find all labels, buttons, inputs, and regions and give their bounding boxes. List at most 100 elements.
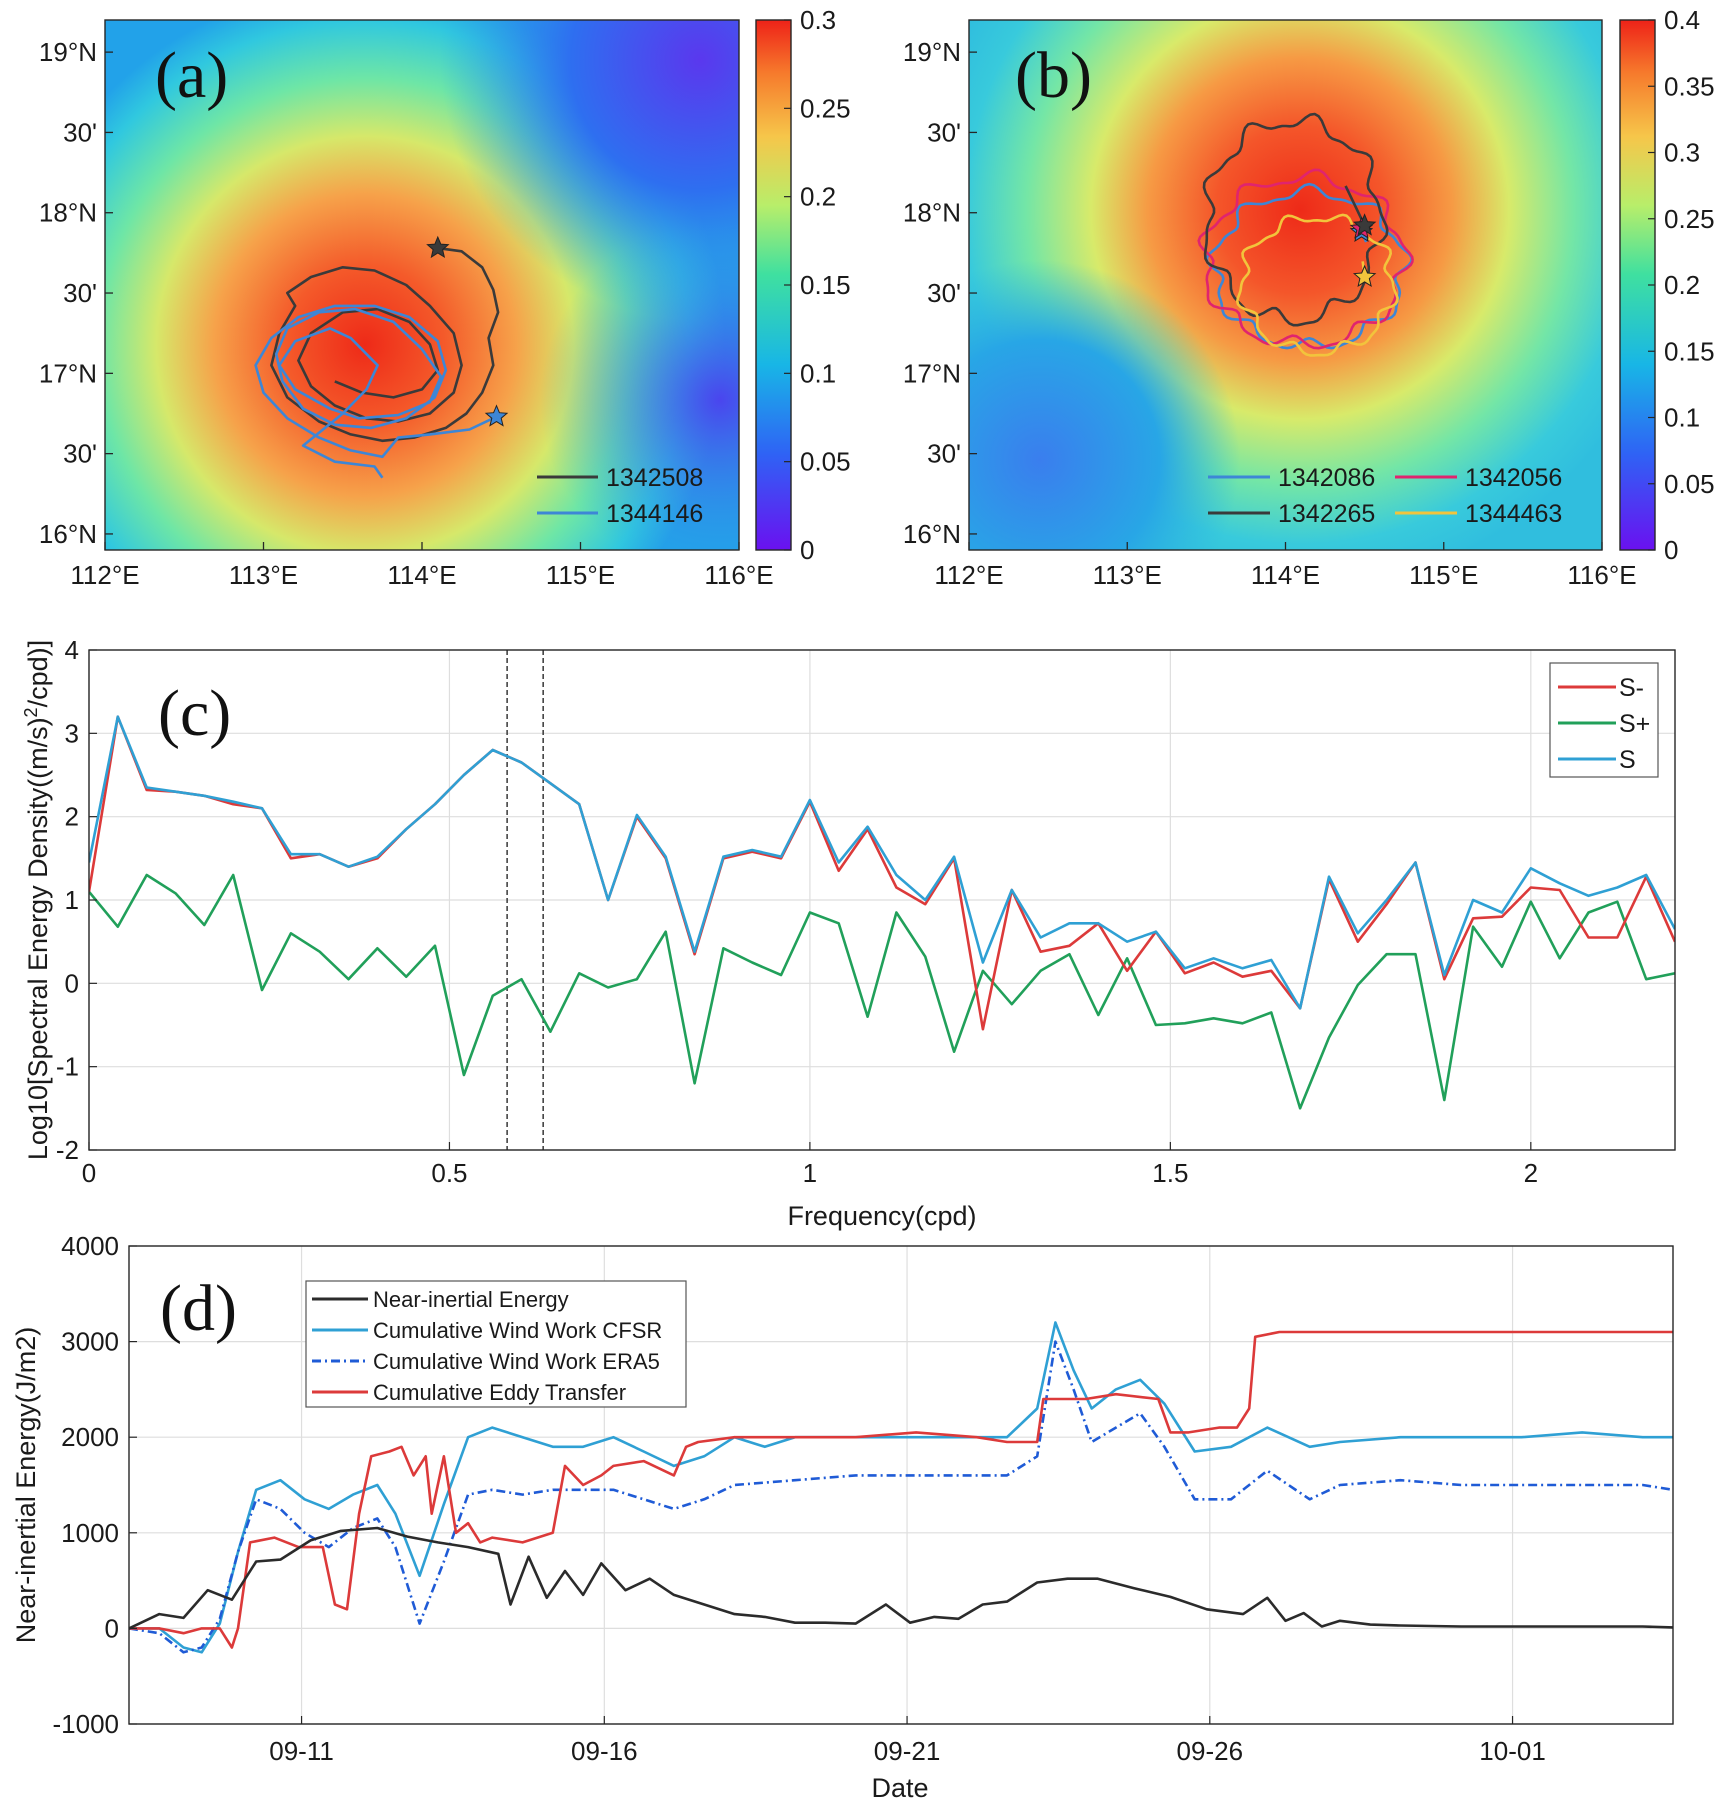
x-tick-label: 115°E (1409, 560, 1478, 590)
y-tick-label: 30' (927, 439, 961, 469)
panel-b-label: (b) (1015, 39, 1092, 112)
y-tick-label: 3000 (61, 1327, 119, 1357)
legend-a: 1342508 1344146 (537, 464, 703, 528)
legend-label: Cumulative Wind Work CFSR (373, 1318, 662, 1343)
y-tick-label: 30' (63, 278, 97, 308)
colorbar-tick-label: 0.15 (1664, 336, 1715, 366)
legend-label: Near-inertial Energy (373, 1287, 569, 1312)
c-xlabel: Frequency(cpd) (787, 1201, 976, 1231)
y-tick-label: -1000 (53, 1709, 120, 1739)
y-tick-label: 1000 (61, 1518, 119, 1548)
d-xlabel: Date (871, 1773, 928, 1802)
legend-c: S- S+ S (1549, 662, 1659, 778)
y-tick-label: 16°N (39, 519, 97, 549)
series-line (129, 1340, 1673, 1654)
x-tick-label: 112°E (70, 560, 139, 590)
colorbar-tick-label: 0.1 (800, 358, 836, 388)
colorbar-tick-label: 0.3 (1664, 138, 1700, 168)
legend-d: Near-inertial Energy Cumulative Wind Work… (305, 1280, 687, 1408)
legend-label: 1342086 (1278, 464, 1375, 492)
series-line-S+ (89, 873, 1675, 1110)
x-tick-label: 09-11 (269, 1736, 334, 1766)
y-tick-label: 0 (65, 968, 79, 998)
panel-a: 112°E 113°E 114°E 115°E 116°E 16°N 30' 17°N 30' 1… (39, 5, 851, 590)
drifter-track-1342508 (270, 246, 500, 443)
colorbar-tick-label: 0 (800, 535, 814, 565)
colorbar-tick-label: 0.35 (1664, 71, 1715, 101)
y-tick-label: 17°N (903, 358, 961, 388)
drifter-track-1344146 (254, 304, 498, 479)
panel-d: 09-11 09-16 09-21 09-26 10-01 -1000 0 1000 2000 3… (11, 1231, 1674, 1802)
y-tick-label: -1 (56, 1052, 79, 1082)
y-tick-label: 19°N (39, 37, 97, 67)
x-tick-label: 115°E (546, 560, 615, 590)
x-tick-label: 2 (1524, 1158, 1538, 1188)
colorbar-tick-label: 0.2 (800, 182, 836, 212)
x-tick-label: 114°E (387, 560, 456, 590)
y-tick-label: 16°N (903, 519, 961, 549)
legend-label: S+ (1619, 710, 1650, 738)
legend-label: 1342265 (1278, 500, 1375, 528)
y-tick-label: -2 (56, 1135, 79, 1165)
x-tick-label: 114°E (1251, 560, 1320, 590)
panel-c-label: (c) (158, 677, 231, 750)
y-tick-label: 4000 (61, 1231, 119, 1261)
series-line (129, 1526, 1673, 1630)
x-tick-label: 0 (82, 1158, 96, 1188)
y-tick-label: 3 (65, 718, 79, 748)
panel-d-label: (d) (160, 1272, 237, 1345)
legend-label: Cumulative Eddy Transfer (373, 1380, 626, 1405)
y-tick-label: 30' (927, 278, 961, 308)
x-tick-label: 112°E (934, 560, 1003, 590)
colorbar-tick-label: 0 (1664, 535, 1678, 565)
panel-c: 0 0.5 1 1.5 2 -2 -1 0 1 2 3 4 (c) Frequency(cpd) Lo… (21, 635, 1676, 1231)
legend-b: 1342086 1342056 1342265 1344463 (1208, 464, 1562, 528)
panel-b: 112°E 113°E 114°E 115°E 116°E 16°N 30' 17°N 30' 1… (903, 5, 1715, 590)
x-tick-label: 116°E (1567, 560, 1636, 590)
legend-label: 1342508 (606, 464, 703, 492)
x-tick-label: 09-21 (874, 1736, 941, 1766)
colorbar-tick-label: 0.2 (1664, 270, 1700, 300)
series-line (129, 1330, 1673, 1649)
x-tick-label: 09-16 (571, 1736, 638, 1766)
colorbar-tick-label: 0.3 (800, 5, 836, 35)
y-tick-label: 30' (63, 117, 97, 147)
y-tick-label: 30' (63, 439, 97, 469)
y-tick-label: 1 (65, 885, 79, 915)
colorbar-tick-label: 0.4 (1664, 5, 1700, 35)
x-tick-label: 1 (803, 1158, 817, 1188)
start-star-icon (484, 404, 509, 427)
y-tick-label: 30' (927, 117, 961, 147)
y-tick-label: 2 (65, 802, 79, 832)
x-tick-label: 113°E (1093, 560, 1162, 590)
colorbar-tick-label: 0.05 (1664, 469, 1715, 499)
colorbar-tick-label: 0.25 (1664, 204, 1715, 234)
x-tick-label: 113°E (229, 560, 298, 590)
start-star-icon (1352, 213, 1377, 236)
legend-label: 1344146 (606, 500, 703, 528)
panel-a-label: (a) (155, 39, 228, 112)
colorbar-tick-label: 0.15 (800, 270, 851, 300)
start-star-icon (1352, 264, 1377, 287)
legend-label: 1344463 (1465, 500, 1562, 528)
x-tick-label: 0.5 (431, 1158, 467, 1188)
y-tick-label: 18°N (39, 198, 97, 228)
start-star-icon (426, 235, 450, 259)
x-tick-label: 10-01 (1479, 1736, 1546, 1766)
colorbar-tick-label: 0.1 (1664, 403, 1700, 433)
legend-label: 1342056 (1465, 464, 1562, 492)
y-tick-label: 4 (65, 635, 79, 665)
d-ylabel: Near-inertial Energy(J/m2) (11, 1327, 41, 1644)
y-tick-label: 18°N (903, 198, 961, 228)
x-tick-label: 116°E (704, 560, 773, 590)
y-tick-label: 2000 (61, 1422, 119, 1452)
colorbar-tick-label: 0.25 (800, 93, 851, 123)
y-tick-label: 19°N (903, 37, 961, 67)
x-tick-label: 1.5 (1152, 1158, 1188, 1188)
x-tick-label: 09-26 (1177, 1736, 1244, 1766)
legend-box (305, 1280, 687, 1408)
colorbar-tick-label: 0.05 (800, 447, 851, 477)
c-ylabel: Log10[Spectral Energy Density((m/s)2/cpd… (21, 640, 53, 1160)
y-tick-label: 0 (105, 1613, 119, 1643)
